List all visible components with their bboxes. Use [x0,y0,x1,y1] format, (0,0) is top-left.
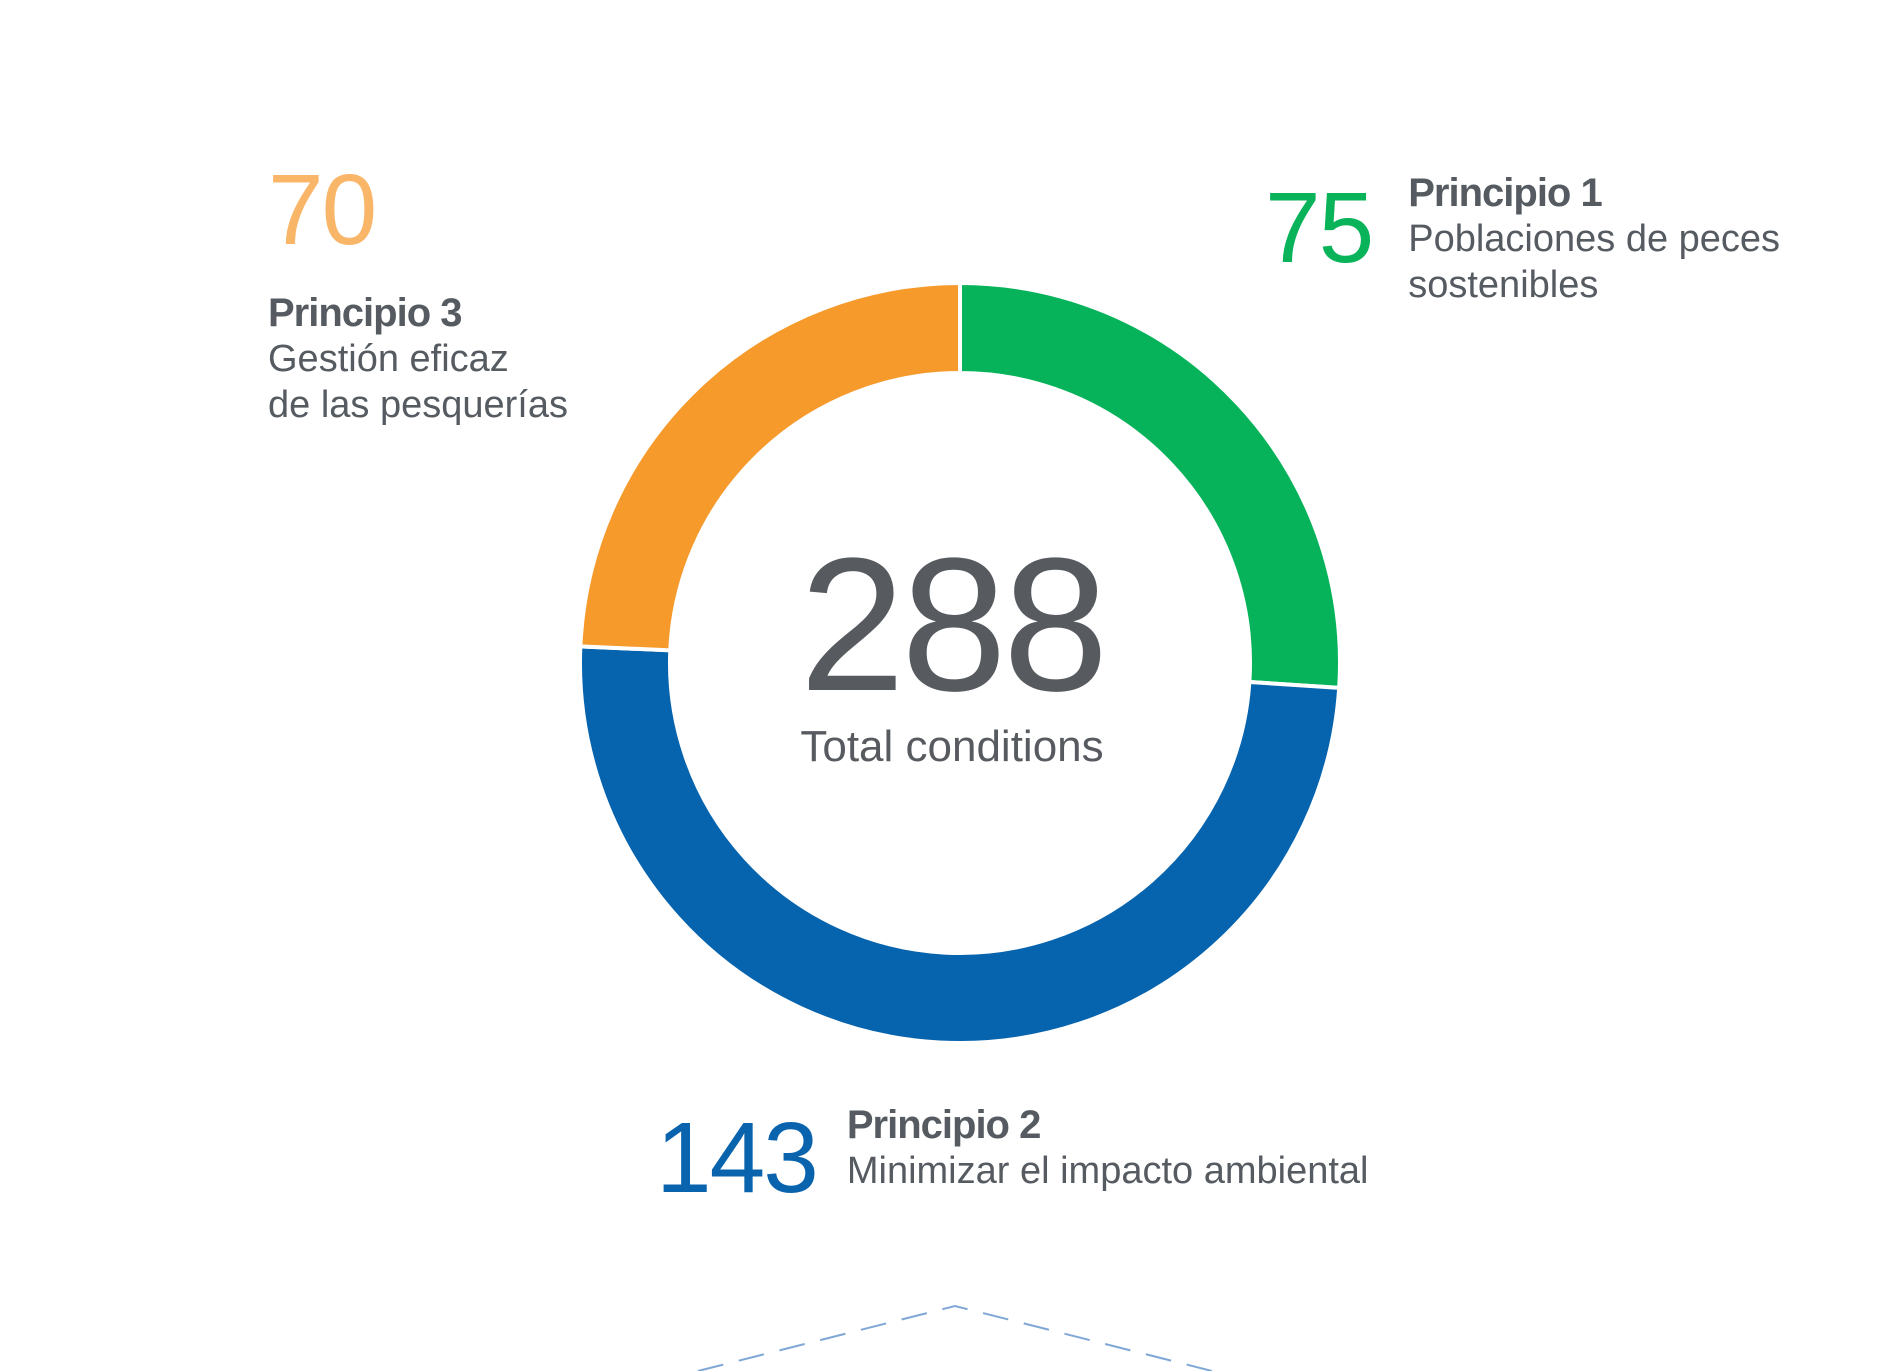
description-principio-1-line-1: Poblaciones de peces [1408,218,1781,260]
callout-principio-3: 70 Principio 3 Gestión eficaz de las pes… [268,160,568,428]
description-principio-3-line-1: Gestión eficaz [268,338,509,380]
description-principio-3-line-2: de las pesquerías [268,384,568,426]
dashed-connector [697,1304,1213,1371]
donut-slice-p1 [958,280,1342,690]
dashed-connector-line [697,1304,1213,1371]
donut-slices [577,280,1342,1046]
total-value: 288 [799,519,1108,731]
value-label-principio-1: 75 [1265,172,1374,284]
donut-slice-p3 [578,280,962,653]
total-label: Total conditions [800,722,1104,771]
title-principio-3: Principio 3 [268,291,462,335]
donut-slice-p2 [577,644,1342,1046]
title-principio-2: Principio 2 [846,1103,1041,1147]
title-principio-1: Principio 1 [1408,171,1602,215]
value-label-principio-2: 143 [656,1102,819,1214]
value-label-principio-3: 70 [268,154,377,266]
callout-principio-1: 75 Principio 1 Poblaciones de peces sost… [1265,170,1780,308]
description-principio-1-line-2: sostenibles [1408,264,1599,306]
description-principio-2-line-1: Minimizar el impacto ambiental [846,1150,1369,1192]
callout-principio-2: 143 Principio 2 Minimizar el impacto amb… [656,1102,1369,1208]
